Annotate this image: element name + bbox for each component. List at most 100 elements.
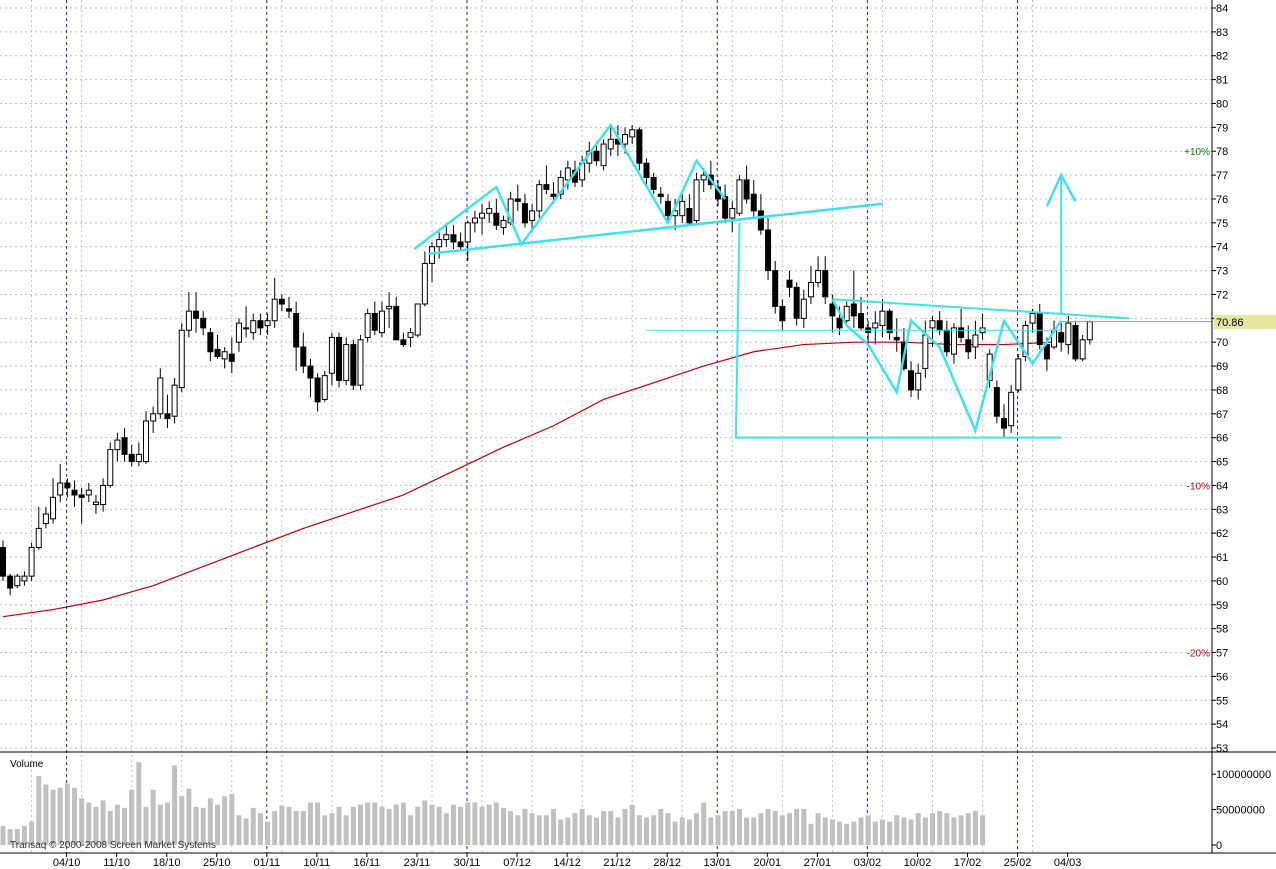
pattern-bottom-line xyxy=(831,298,1063,435)
candle-body xyxy=(950,327,957,355)
volume-bar xyxy=(586,815,592,845)
date-tick-label: 10/02 xyxy=(904,857,932,869)
candle-body xyxy=(386,305,393,310)
candle-body xyxy=(858,313,864,329)
candle-body xyxy=(121,437,128,455)
volume-bar xyxy=(787,813,792,845)
volume-bar xyxy=(851,821,857,845)
candle-body xyxy=(429,246,435,264)
volume-bar xyxy=(751,817,757,845)
volume-bar xyxy=(386,808,392,845)
volume-bar xyxy=(186,788,192,845)
candle-body xyxy=(286,308,292,312)
volume-bar xyxy=(686,819,692,845)
candle-body xyxy=(207,332,214,353)
volume-bar xyxy=(250,807,256,845)
candle-body xyxy=(214,348,221,358)
date-tick-label: 17/02 xyxy=(954,857,982,869)
volume-bar xyxy=(393,804,399,845)
price-tick-label: 69 xyxy=(1216,361,1228,373)
candle-body xyxy=(650,176,657,190)
candle-body xyxy=(378,310,385,334)
candle-body xyxy=(815,270,822,284)
candle-body xyxy=(807,282,814,298)
volume-bar xyxy=(865,815,871,845)
volume-bar xyxy=(372,802,378,845)
volume-bar xyxy=(14,829,20,845)
volume-bar xyxy=(744,817,750,845)
volume-bar xyxy=(0,825,6,845)
candle-body xyxy=(307,365,314,379)
candle-body xyxy=(264,320,271,326)
volume-bar xyxy=(207,798,213,845)
target-bracket xyxy=(734,222,1062,439)
volume-panel: 100000000 50000000 0 xyxy=(0,762,1271,852)
volume-tick-label: 0 xyxy=(1216,840,1222,852)
volume-bar xyxy=(701,802,707,845)
volume-bar xyxy=(715,815,721,845)
volume-bar xyxy=(100,800,106,845)
candle-body xyxy=(85,489,92,496)
last-price-badge xyxy=(1214,315,1276,329)
candle-body xyxy=(235,322,242,343)
volume-bar xyxy=(565,817,571,845)
volume-bar xyxy=(336,806,342,845)
candle-body xyxy=(729,208,736,219)
volume-bar xyxy=(694,813,700,845)
candle-body xyxy=(600,143,607,167)
date-tick-label: 21/12 xyxy=(603,857,631,869)
candle-body xyxy=(886,310,893,334)
candle-body xyxy=(364,313,371,338)
volume-bar xyxy=(515,815,521,845)
volume-bar xyxy=(21,825,27,845)
candle-body xyxy=(164,413,171,420)
candle-body xyxy=(0,546,6,577)
volume-bar xyxy=(265,821,271,845)
volume-bar xyxy=(908,819,914,845)
volume-bar xyxy=(379,806,385,845)
volume-bar xyxy=(229,794,235,845)
candle-body xyxy=(879,310,886,326)
candle-body xyxy=(107,449,114,486)
volume-bar xyxy=(858,817,864,845)
volume-bar xyxy=(472,802,478,845)
price-tick-label: 83 xyxy=(1216,27,1228,39)
candle-body xyxy=(636,129,643,164)
volume-bar xyxy=(794,808,800,845)
candle-body xyxy=(922,334,929,369)
volume-bar xyxy=(529,813,535,845)
volume-bar xyxy=(493,802,499,845)
candle-body xyxy=(343,344,350,381)
grid-layer xyxy=(0,0,1212,853)
volume-bar xyxy=(365,802,371,845)
volume-bar xyxy=(551,808,557,845)
candle-body xyxy=(436,239,443,248)
candle-body xyxy=(822,270,829,298)
price-tick-label: 75 xyxy=(1216,218,1228,230)
candle-body xyxy=(407,332,414,338)
volume-bar xyxy=(429,804,435,845)
volume-bar xyxy=(164,802,170,845)
candle-body xyxy=(1001,418,1007,429)
date-tick-label: 23/11 xyxy=(404,857,431,869)
volume-bar xyxy=(122,807,128,845)
volume-bar xyxy=(887,821,893,845)
candle-body xyxy=(371,313,378,331)
volume-bar xyxy=(930,813,935,845)
volume-bar xyxy=(257,813,263,845)
volume-bar xyxy=(193,806,199,845)
price-tick-label: 81 xyxy=(1216,75,1228,87)
candle-body xyxy=(872,322,879,329)
candle-body xyxy=(786,279,793,288)
volume-bar xyxy=(293,811,299,845)
volume-bar xyxy=(179,796,185,845)
price-tick-label: 73 xyxy=(1216,266,1228,278)
volume-bar xyxy=(758,813,764,845)
volume-bar xyxy=(636,815,642,845)
candle-body xyxy=(293,313,300,348)
volume-bar xyxy=(844,823,850,845)
price-tick-label: 70 xyxy=(1216,337,1228,349)
volume-bar xyxy=(307,802,313,845)
candle-body xyxy=(743,179,750,200)
price-tick-label: 63 xyxy=(1216,504,1228,516)
